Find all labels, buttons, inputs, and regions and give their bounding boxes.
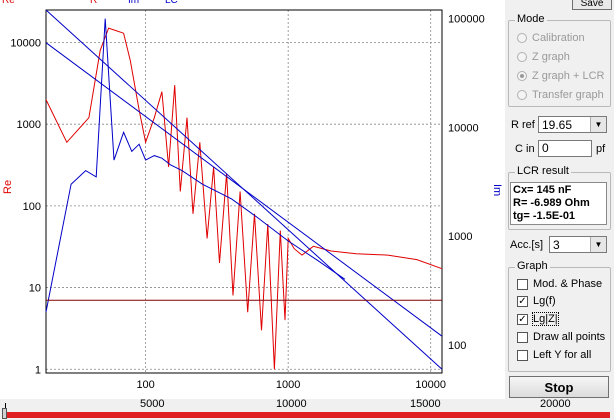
lcr-cx-value: Cx= 145 nF	[513, 184, 572, 196]
y2-tick-label: 10000	[448, 122, 479, 134]
lcr-result-box: Cx= 145 nF R= -6.989 Ohm tg= -1.5E-01	[510, 182, 607, 225]
c-in-label: C in	[515, 143, 535, 155]
control-panel: Save Mode Calibration Z graph Z graph + …	[505, 0, 614, 420]
checkbox-box	[517, 278, 528, 290]
slider-thumb[interactable]	[2, 408, 7, 419]
legend-re: Re	[2, 0, 15, 6]
left-y-for-all-label: Left Y for all	[533, 349, 592, 361]
mode-z-graph-lcr-label: Z graph + LCR	[532, 70, 605, 82]
mode-transfer-graph-label: Transfer graph	[532, 89, 604, 101]
lcr-r-value: R= -6.989 Ohm	[513, 197, 590, 209]
check-icon: ✓	[517, 313, 528, 325]
plot-frame	[45, 9, 443, 374]
check-icon: ✓	[517, 295, 528, 307]
r-ref-select[interactable]: 19.65 ▼	[538, 116, 607, 133]
legend-im: Im	[128, 0, 139, 6]
tick-labels: 100 1000 10000 1 10 100 1000 10000 100 1000 10000 1…	[10, 14, 484, 391]
mode-calibration-radio[interactable]: Calibration	[517, 31, 585, 45]
left-y-for-all-checkbox[interactable]: Left Y for all	[517, 348, 591, 362]
checkbox-box	[517, 331, 528, 343]
mod-phase-label: Mod. & Phase	[533, 278, 603, 290]
legend-lc: LC	[165, 0, 178, 6]
acc-value: 3	[553, 238, 560, 252]
radio-circle	[517, 90, 527, 100]
x-tick-label: 10000	[415, 379, 446, 391]
lg-z-checkbox[interactable]: ✓ Lg|Z|	[517, 312, 559, 326]
slider-tick-label: 20000	[540, 398, 571, 410]
slider-tick-label: 5000	[140, 398, 165, 410]
mode-transfer-graph-radio[interactable]: Transfer graph	[517, 88, 604, 102]
series-layer	[45, 9, 443, 370]
r-ref-value: 19.65	[542, 118, 573, 132]
y-tick-label: 10000	[10, 38, 41, 50]
draw-all-points-label: Draw all points	[533, 331, 606, 343]
lcr-result-title: LCR result	[515, 165, 571, 177]
lcr-tg-value: tg= -1.5E-01	[513, 210, 576, 222]
c-in-unit: pf	[596, 143, 606, 155]
radio-circle	[517, 52, 527, 62]
series-re-fit	[45, 9, 443, 370]
series-im	[45, 18, 346, 313]
slider-track	[4, 412, 610, 418]
save-button[interactable]: Save	[572, 0, 612, 10]
x-tick-label: 1000	[276, 379, 300, 391]
series-re	[45, 27, 443, 370]
acc-label: Acc.[s]	[510, 239, 544, 251]
lg-f-checkbox[interactable]: ✓ Lg(f)	[517, 294, 556, 308]
mode-group: Mode Calibration Z graph Z graph + LCR T…	[508, 13, 611, 107]
mode-z-graph-lcr-radio[interactable]: Z graph + LCR	[517, 69, 604, 83]
lcr-result-group: LCR result Cx= 145 nF R= -6.989 Ohm tg= …	[508, 165, 611, 230]
checkbox-box	[517, 349, 528, 361]
draw-all-points-checkbox[interactable]: Draw all points	[517, 330, 605, 344]
mode-group-title: Mode	[515, 13, 547, 25]
chevron-down-icon[interactable]: ▼	[590, 237, 606, 252]
x-tick-label: 100	[136, 379, 154, 391]
lg-f-label: Lg(f)	[533, 295, 556, 307]
mode-calibration-label: Calibration	[532, 32, 585, 44]
y2-tick-label: 1000	[448, 231, 472, 243]
y2-tick-label: 100000	[448, 14, 485, 26]
y-tick-label: 100	[23, 201, 41, 213]
mod-phase-checkbox[interactable]: Mod. & Phase	[517, 277, 602, 291]
frequency-slider[interactable]: 5000 10000 15000 20000	[0, 398, 614, 420]
y-tick-label: 10	[29, 283, 41, 295]
stop-button[interactable]: Stop	[509, 376, 609, 398]
mode-z-graph-radio[interactable]: Z graph	[517, 50, 570, 64]
slider-tick-label: 10000	[276, 398, 307, 410]
chevron-down-icon[interactable]: ▼	[590, 117, 606, 132]
legend-r: R	[90, 0, 97, 6]
y-tick-label: 1	[35, 364, 41, 376]
graph-group: Graph Mod. & Phase ✓ Lg(f) ✓ Lg|Z| Draw …	[508, 260, 611, 372]
slider-tick-label: 15000	[410, 398, 441, 410]
y-tick-label: 1000	[17, 119, 41, 131]
left-axis-label: Re	[2, 180, 14, 194]
acc-select[interactable]: 3 ▼	[549, 236, 607, 253]
c-in-field[interactable]: 0	[538, 140, 592, 157]
lg-z-label: Lg|Z|	[532, 312, 559, 326]
mode-z-graph-label: Z graph	[532, 51, 570, 63]
slider-start-tick	[5, 403, 6, 411]
radio-circle	[517, 33, 527, 43]
r-ref-label: R ref	[511, 119, 535, 131]
graph-group-title: Graph	[515, 260, 550, 272]
right-axis-label: Im	[491, 184, 503, 196]
radio-circle-selected	[517, 71, 527, 81]
impedance-chart: Re R Im LC Re Im 100 1000 1000011010010001…	[2, 0, 503, 391]
y2-tick-label: 100	[448, 340, 466, 352]
